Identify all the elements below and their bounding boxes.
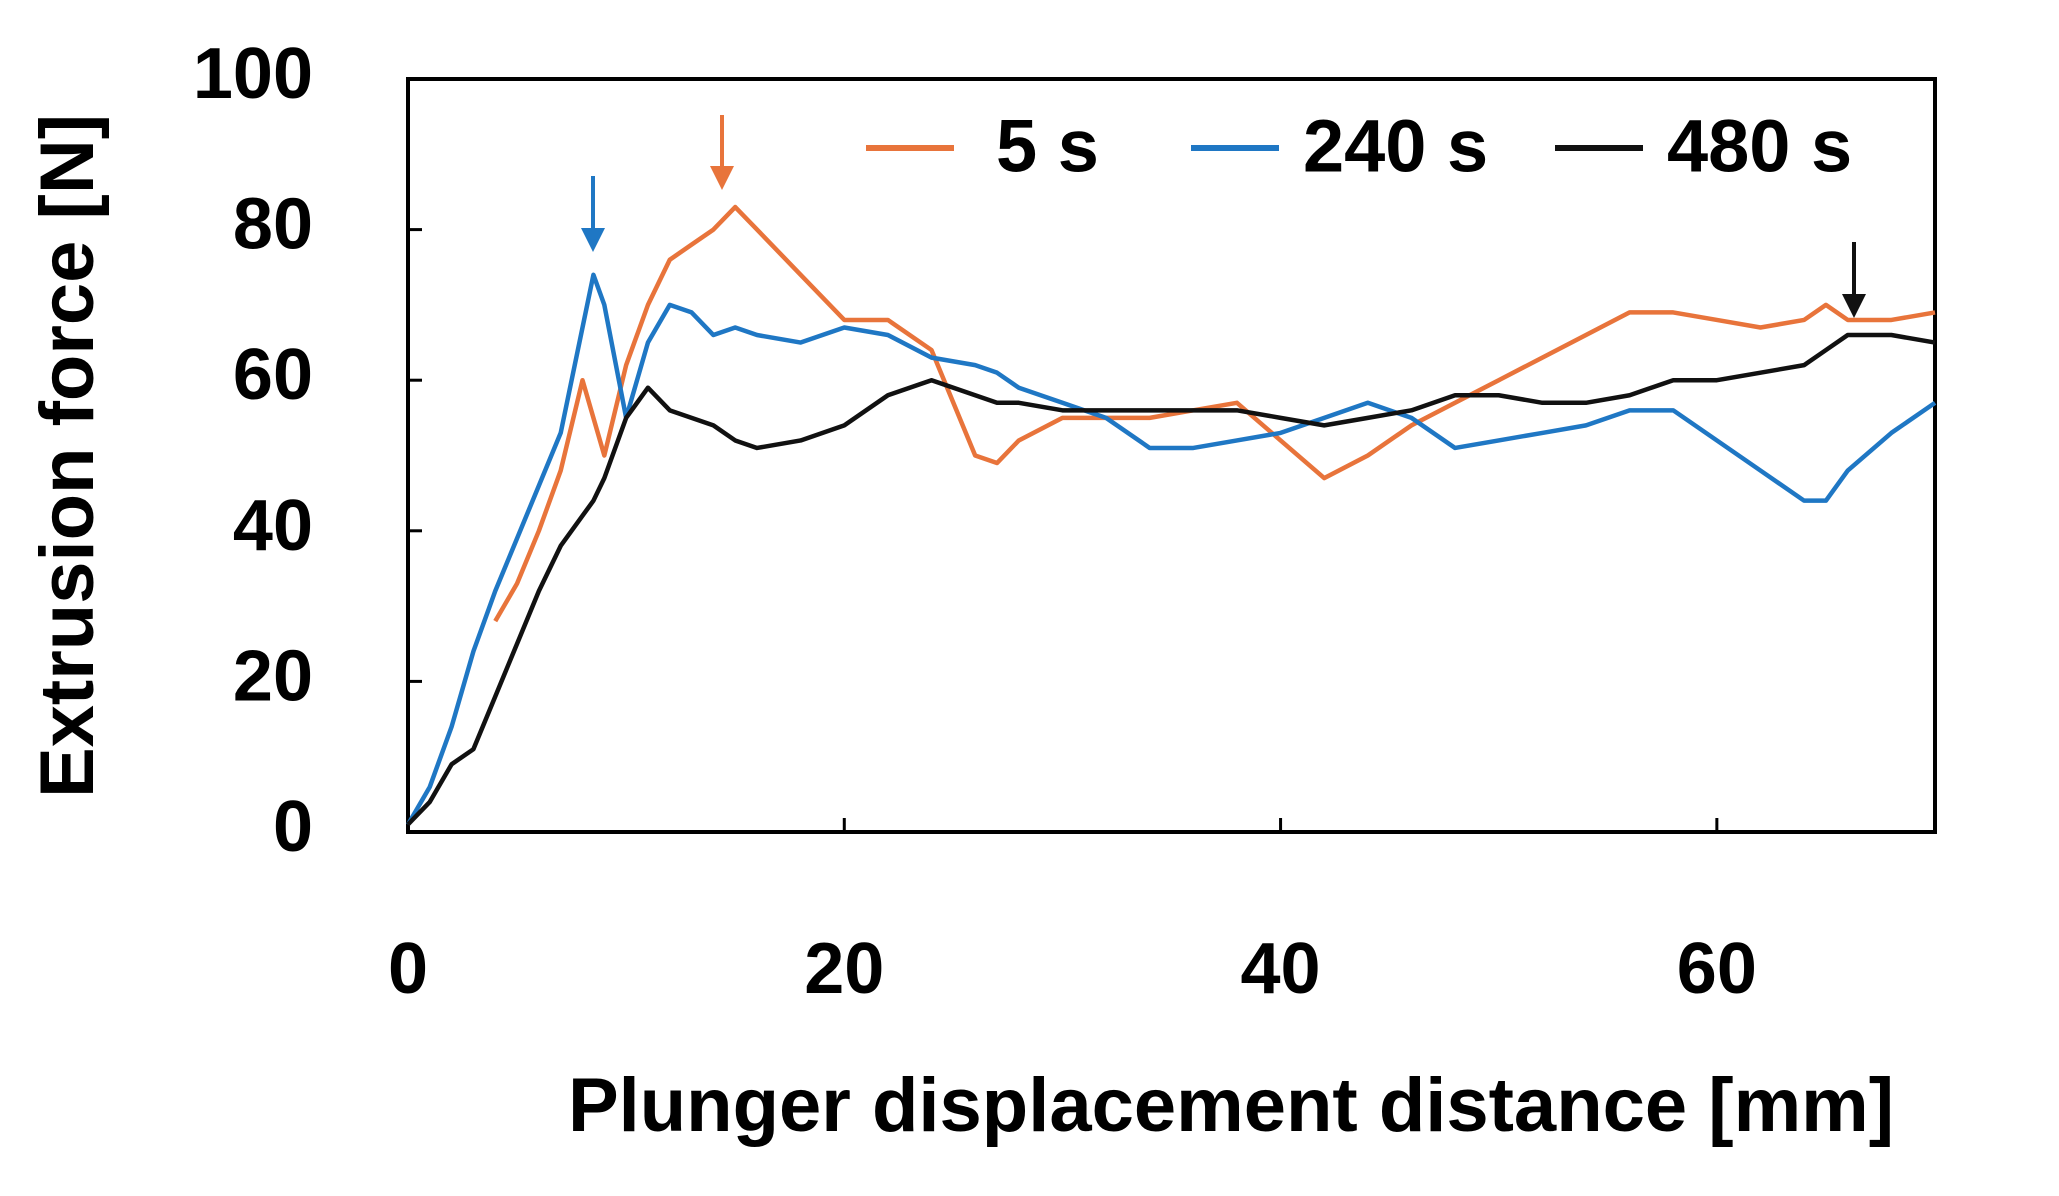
legend-label: 5 s <box>996 105 1099 188</box>
x-tick-label: 40 <box>1241 929 1321 1009</box>
x-tick-label: 60 <box>1677 929 1757 1009</box>
y-tick-label: 20 <box>233 636 313 716</box>
legend-label: 240 s <box>1303 105 1488 188</box>
x-tick-label: 20 <box>804 929 884 1009</box>
x-axis-label: Plunger displacement distance [mm] <box>568 1063 1894 1148</box>
legend-label: 480 s <box>1667 105 1852 188</box>
y-tick-label: 80 <box>233 185 313 265</box>
annotation-arrows <box>581 115 1866 318</box>
y-axis-label: Extrusion force [N] <box>25 114 110 798</box>
y-tick-label: 100 <box>193 34 313 114</box>
plot-frame <box>406 77 1937 834</box>
y-tick-label: 0 <box>273 787 313 867</box>
series-line <box>406 272 1937 826</box>
series-line <box>406 332 1936 827</box>
y-tick-label: 40 <box>233 486 313 566</box>
y-tick-label: 60 <box>233 335 313 415</box>
series-line <box>493 204 1936 623</box>
x-tick-label: 0 <box>388 929 428 1009</box>
